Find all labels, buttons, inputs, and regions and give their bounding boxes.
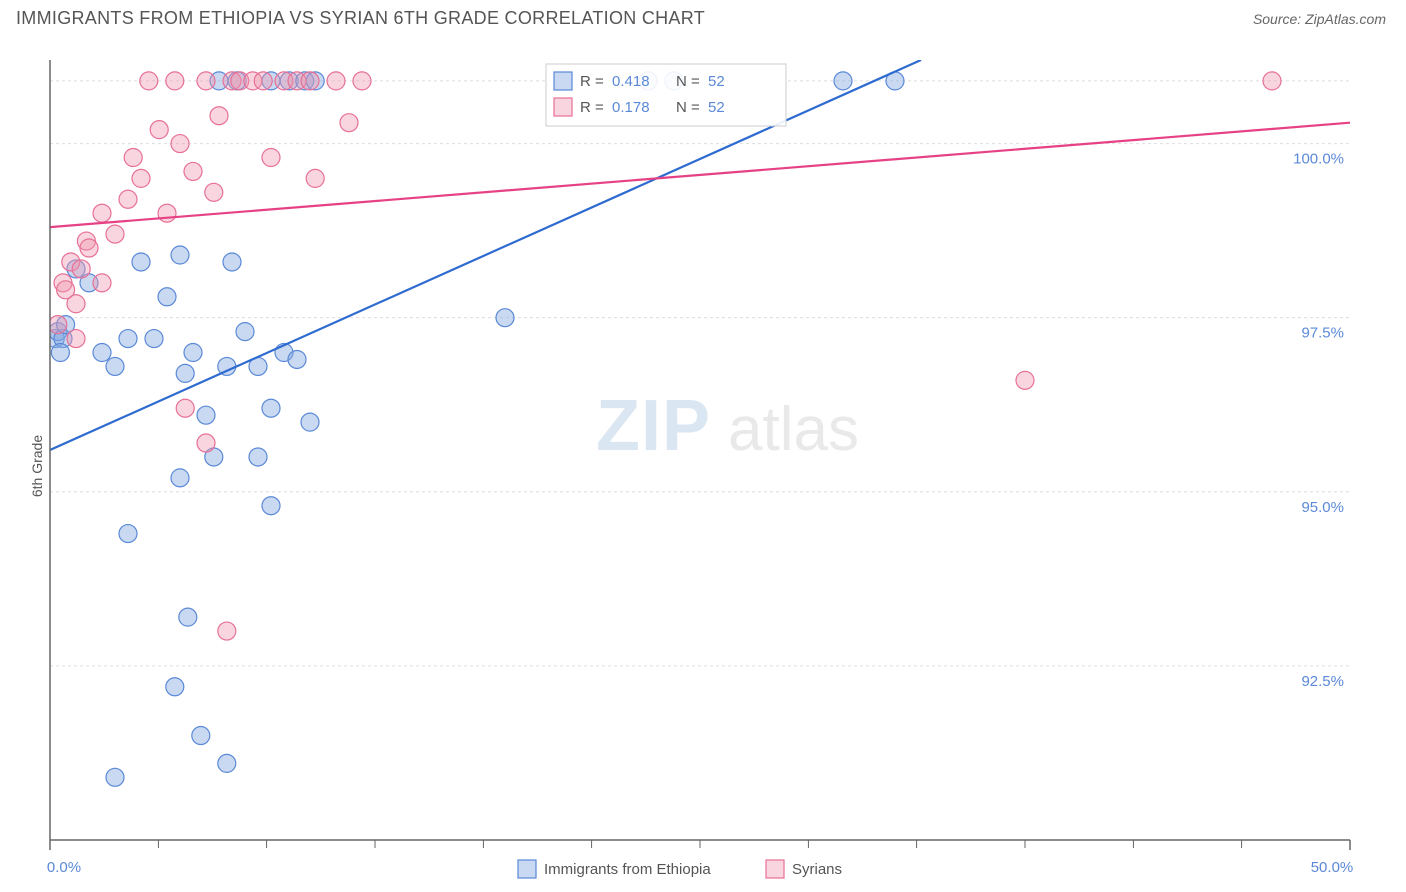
data-point: [145, 330, 163, 348]
legend-swatch: [554, 98, 572, 116]
data-point: [301, 413, 319, 431]
legend-r-value: 0.418: [612, 73, 650, 90]
data-point: [197, 406, 215, 424]
data-point: [262, 399, 280, 417]
y-tick-label: 92.5%: [1301, 673, 1344, 690]
data-point: [171, 246, 189, 264]
y-tick-label: 100.0%: [1293, 151, 1344, 168]
data-point: [72, 260, 90, 278]
data-point: [249, 448, 267, 466]
watermark: ZIPatlas: [596, 386, 859, 466]
data-point: [1016, 371, 1034, 389]
data-point: [184, 344, 202, 362]
legend-swatch: [766, 860, 784, 878]
data-point: [171, 135, 189, 153]
legend-label: Immigrants from Ethiopia: [544, 861, 711, 878]
source-label: Source: ZipAtlas.com: [1253, 11, 1386, 27]
y-tick-label: 95.0%: [1301, 499, 1344, 516]
y-tick-label: 97.5%: [1301, 325, 1344, 342]
data-point: [184, 162, 202, 180]
data-point: [197, 72, 215, 90]
legend-r-value: 0.178: [612, 99, 650, 116]
data-point: [210, 107, 228, 125]
trend-line: [50, 123, 1350, 227]
data-point: [179, 608, 197, 626]
data-point: [301, 72, 319, 90]
data-point: [132, 169, 150, 187]
data-point: [166, 678, 184, 696]
legend-label: Syrians: [792, 861, 842, 878]
data-point: [223, 253, 241, 271]
data-point: [106, 768, 124, 786]
data-point: [140, 72, 158, 90]
legend-n-label: N =: [676, 73, 700, 90]
data-point: [93, 274, 111, 292]
data-point: [119, 330, 137, 348]
legend-swatch: [518, 860, 536, 878]
data-point: [205, 183, 223, 201]
legend-r-label: R =: [580, 99, 604, 116]
data-point: [106, 225, 124, 243]
x-tick-label: 50.0%: [1311, 859, 1354, 876]
data-point: [327, 72, 345, 90]
data-point: [67, 330, 85, 348]
data-point: [254, 72, 272, 90]
data-point: [218, 622, 236, 640]
legend-swatch: [554, 72, 572, 90]
data-point: [132, 253, 150, 271]
legend-r-label: R =: [580, 73, 604, 90]
data-point: [306, 169, 324, 187]
data-point: [93, 204, 111, 222]
data-point: [197, 434, 215, 452]
data-point: [171, 469, 189, 487]
legend-n-value: 52: [708, 99, 725, 116]
data-point: [166, 72, 184, 90]
legend-n-label: N =: [676, 99, 700, 116]
data-point: [262, 497, 280, 515]
data-point: [236, 323, 254, 341]
data-point: [106, 357, 124, 375]
data-point: [340, 114, 358, 132]
legend-n-value: 52: [708, 73, 725, 90]
y-axis-label: 6th Grade: [29, 435, 45, 497]
data-point: [834, 72, 852, 90]
data-point: [158, 204, 176, 222]
data-point: [80, 239, 98, 257]
page-title: IMMIGRANTS FROM ETHIOPIA VS SYRIAN 6TH G…: [16, 8, 705, 29]
data-point: [353, 72, 371, 90]
svg-text:atlas: atlas: [728, 395, 859, 464]
data-point: [119, 190, 137, 208]
data-point: [51, 344, 69, 362]
data-point: [496, 309, 514, 327]
data-point: [288, 350, 306, 368]
x-tick-label: 0.0%: [47, 859, 81, 876]
data-point: [1263, 72, 1281, 90]
data-point: [176, 399, 194, 417]
data-point: [124, 149, 142, 167]
data-point: [67, 295, 85, 313]
data-point: [119, 525, 137, 543]
data-point: [262, 149, 280, 167]
data-point: [218, 754, 236, 772]
svg-text:ZIP: ZIP: [596, 386, 711, 466]
data-point: [158, 288, 176, 306]
chart-container: 6th Grade ZIPatlas 0.0% 50.0% 92.5% 95.0% 97.…: [0, 40, 1406, 892]
correlation-chart: ZIPatlas 0.0% 50.0% 92.5% 95.0% 97.5% 100.0% R …: [0, 40, 1406, 892]
data-point: [176, 364, 194, 382]
data-point: [93, 344, 111, 362]
data-point: [49, 316, 67, 334]
data-point: [150, 121, 168, 139]
data-point: [192, 727, 210, 745]
